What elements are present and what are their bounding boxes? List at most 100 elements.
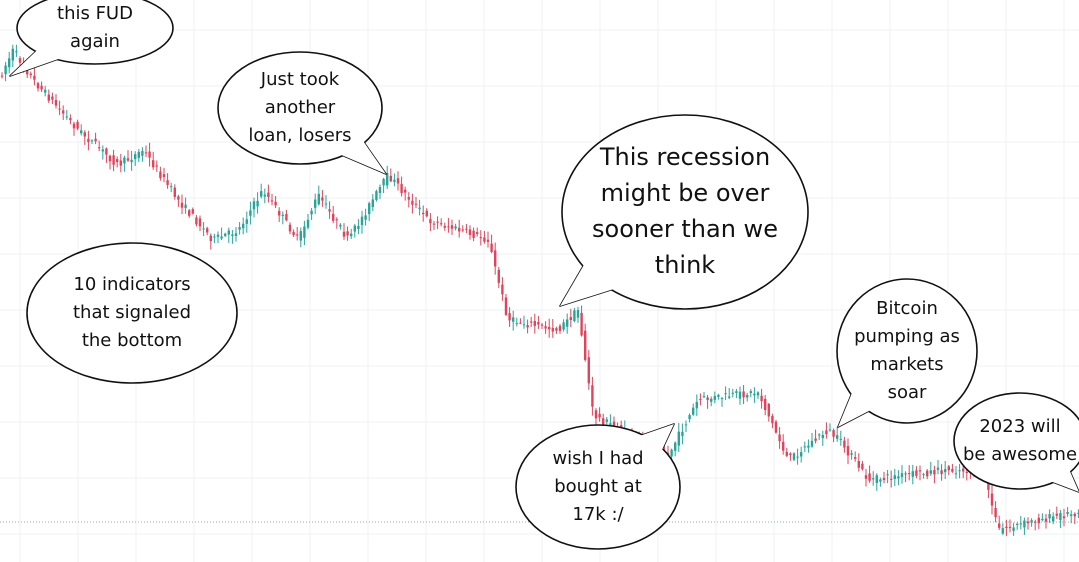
candle-body bbox=[922, 474, 925, 476]
candle-body bbox=[828, 429, 832, 431]
candle-body bbox=[497, 269, 500, 283]
candle-body bbox=[706, 397, 709, 401]
candle-body bbox=[332, 213, 335, 221]
candle-body bbox=[296, 234, 299, 236]
bubble-text: this FUD bbox=[57, 3, 133, 24]
candle-body bbox=[180, 202, 184, 208]
candle-body bbox=[778, 434, 781, 442]
candle-body bbox=[1005, 526, 1008, 528]
candle-body bbox=[710, 398, 713, 402]
candle-body bbox=[530, 321, 533, 323]
candle-body bbox=[87, 138, 90, 143]
candle-body bbox=[159, 171, 162, 179]
candle-body bbox=[868, 473, 871, 481]
bubble-text: might be over bbox=[601, 179, 770, 207]
candle-body bbox=[425, 210, 428, 217]
candle-body bbox=[735, 391, 738, 394]
candle-body bbox=[389, 175, 392, 182]
candle-body bbox=[861, 463, 864, 470]
candle-body bbox=[141, 150, 144, 156]
candle-body bbox=[504, 297, 508, 315]
candle-body bbox=[483, 237, 486, 242]
candle-body bbox=[353, 225, 356, 232]
candle-body bbox=[879, 479, 882, 482]
candle-body bbox=[836, 435, 839, 439]
bubble-tail-cover bbox=[838, 390, 873, 427]
candle-body bbox=[890, 478, 893, 480]
candle-body bbox=[116, 159, 119, 162]
bubble-text: that signaled bbox=[73, 302, 191, 323]
candle-body bbox=[148, 151, 151, 158]
speech-bubble: 10 indicators that signaled the bottom bbox=[26, 242, 238, 384]
candle-body bbox=[713, 396, 716, 400]
candle-body bbox=[267, 192, 270, 197]
candle-body bbox=[1034, 521, 1037, 523]
candle-body bbox=[1059, 513, 1062, 521]
candle-body bbox=[360, 216, 364, 226]
candle-body bbox=[220, 236, 223, 239]
candle-body bbox=[101, 149, 104, 152]
candle-body bbox=[418, 207, 421, 210]
candle-body bbox=[126, 158, 130, 161]
candle-body bbox=[1073, 513, 1076, 517]
candle-body bbox=[274, 201, 277, 206]
candle-body bbox=[526, 325, 529, 328]
candle-body bbox=[846, 446, 850, 456]
candle-body bbox=[904, 473, 907, 475]
candle-body bbox=[533, 320, 536, 326]
speech-bubble: Just took another loan, losers bbox=[217, 51, 387, 175]
candle-body bbox=[4, 65, 7, 75]
candle-body bbox=[825, 430, 828, 435]
candle-body bbox=[911, 471, 914, 477]
candle-body bbox=[936, 467, 940, 470]
candle-body bbox=[717, 394, 720, 397]
candle-body bbox=[872, 478, 875, 480]
candle-body bbox=[929, 470, 932, 474]
candle-body bbox=[224, 233, 227, 236]
candle-body bbox=[177, 196, 180, 200]
candle-body bbox=[432, 223, 436, 225]
candle-body bbox=[807, 445, 810, 448]
bubble-text: Just took bbox=[260, 69, 340, 90]
candle-body bbox=[170, 186, 173, 188]
candle-body bbox=[324, 203, 328, 205]
candle-body bbox=[54, 99, 58, 106]
bubble-text: pumping as bbox=[854, 326, 960, 347]
candle-body bbox=[29, 73, 32, 76]
speech-bubble: this FUD again bbox=[9, 0, 174, 77]
candle-body bbox=[1016, 523, 1019, 525]
candle-body bbox=[288, 224, 292, 232]
candle-body bbox=[609, 423, 612, 426]
candle-body bbox=[562, 322, 565, 330]
candle-body bbox=[443, 225, 446, 228]
candle-body bbox=[83, 132, 86, 137]
candle-body bbox=[188, 210, 191, 216]
candle-body bbox=[166, 180, 169, 185]
candle-body bbox=[80, 130, 83, 134]
candle-body bbox=[540, 324, 544, 326]
bubble-body bbox=[515, 424, 681, 550]
candle-body bbox=[47, 94, 50, 101]
candle-body bbox=[58, 108, 61, 110]
candle-body bbox=[789, 453, 792, 456]
candle-body bbox=[699, 398, 702, 400]
candle-body bbox=[843, 440, 846, 448]
candle-body bbox=[454, 226, 457, 229]
candle-body bbox=[558, 325, 562, 331]
bubble-text: wish I had bbox=[552, 448, 643, 469]
candle-body bbox=[65, 116, 68, 118]
candle-body bbox=[908, 473, 911, 475]
candle-body bbox=[51, 96, 54, 100]
candle-body bbox=[155, 165, 158, 167]
candle-body bbox=[573, 310, 576, 322]
candle-body bbox=[350, 233, 353, 237]
candle-body bbox=[494, 250, 497, 267]
candle-body bbox=[566, 319, 569, 327]
candle-body bbox=[724, 393, 727, 395]
candle-body bbox=[202, 228, 205, 230]
bubble-tail-cover bbox=[190, 258, 218, 279]
candle-body bbox=[832, 430, 835, 437]
candle-body bbox=[875, 475, 878, 483]
candle-body bbox=[522, 324, 526, 326]
